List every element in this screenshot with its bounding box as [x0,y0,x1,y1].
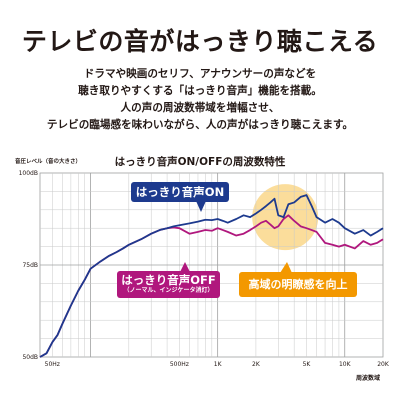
callout-off-label: はっきり音声OFF [121,273,216,287]
x-tick-label: 500Hz [170,361,189,368]
y-tick-label: 75dB [22,262,38,269]
x-axis-label: 周波数域 [356,375,381,382]
x-tick-label: 50Hz [45,361,60,368]
description: ドラマや映画のセリフ、アナウンサーの声などを 聴き取りやすくする「はっきり音声」… [0,66,400,134]
chart-title: はっきり音声ON/OFFの周波数特性 [114,156,286,168]
description-line: ドラマや映画のセリフ、アナウンサーの声などを [83,68,317,80]
y-tick-label: 50dB [22,354,38,361]
x-tick-label: 1K [214,361,223,368]
series-line-on [39,194,384,358]
x-tick-label: 10K [339,361,352,368]
callout-off: はっきり音声OFF （ノーマル、インジケータ消灯） [117,271,220,298]
callout-highlight: 高域の明瞭感を向上 [239,272,357,297]
description-line: 聴き取りやすくする「はっきり音声」機能を搭載。 [78,85,322,97]
callout-on: はっきり音声ON [131,182,229,202]
callout-off-sublabel: （ノーマル、インジケータ消灯） [123,287,214,294]
callout-highlight-label: 高域の明瞭感を向上 [248,278,348,291]
description-line: テレビの臨場感を味わいながら、人の声がはっきり聴こえます。 [46,119,354,131]
callout-on-pointer [196,201,206,212]
description-line: 人の声の周波数帯域を増幅させ、 [120,102,280,114]
callout-off-pointer [180,262,190,272]
x-tick-label: 2K [252,361,261,368]
callout-highlight-pointer [280,262,292,273]
callout-on-label: はっきり音声ON [135,185,225,199]
y-tick-label: 100dB [19,170,38,177]
x-tick-label: 20K [377,361,390,368]
headline: テレビの音がはっきり聴こえる [21,27,379,56]
x-tick-label: 5K [303,361,312,368]
y-axis-label: 音圧レベル（音の大きさ） [15,159,82,165]
